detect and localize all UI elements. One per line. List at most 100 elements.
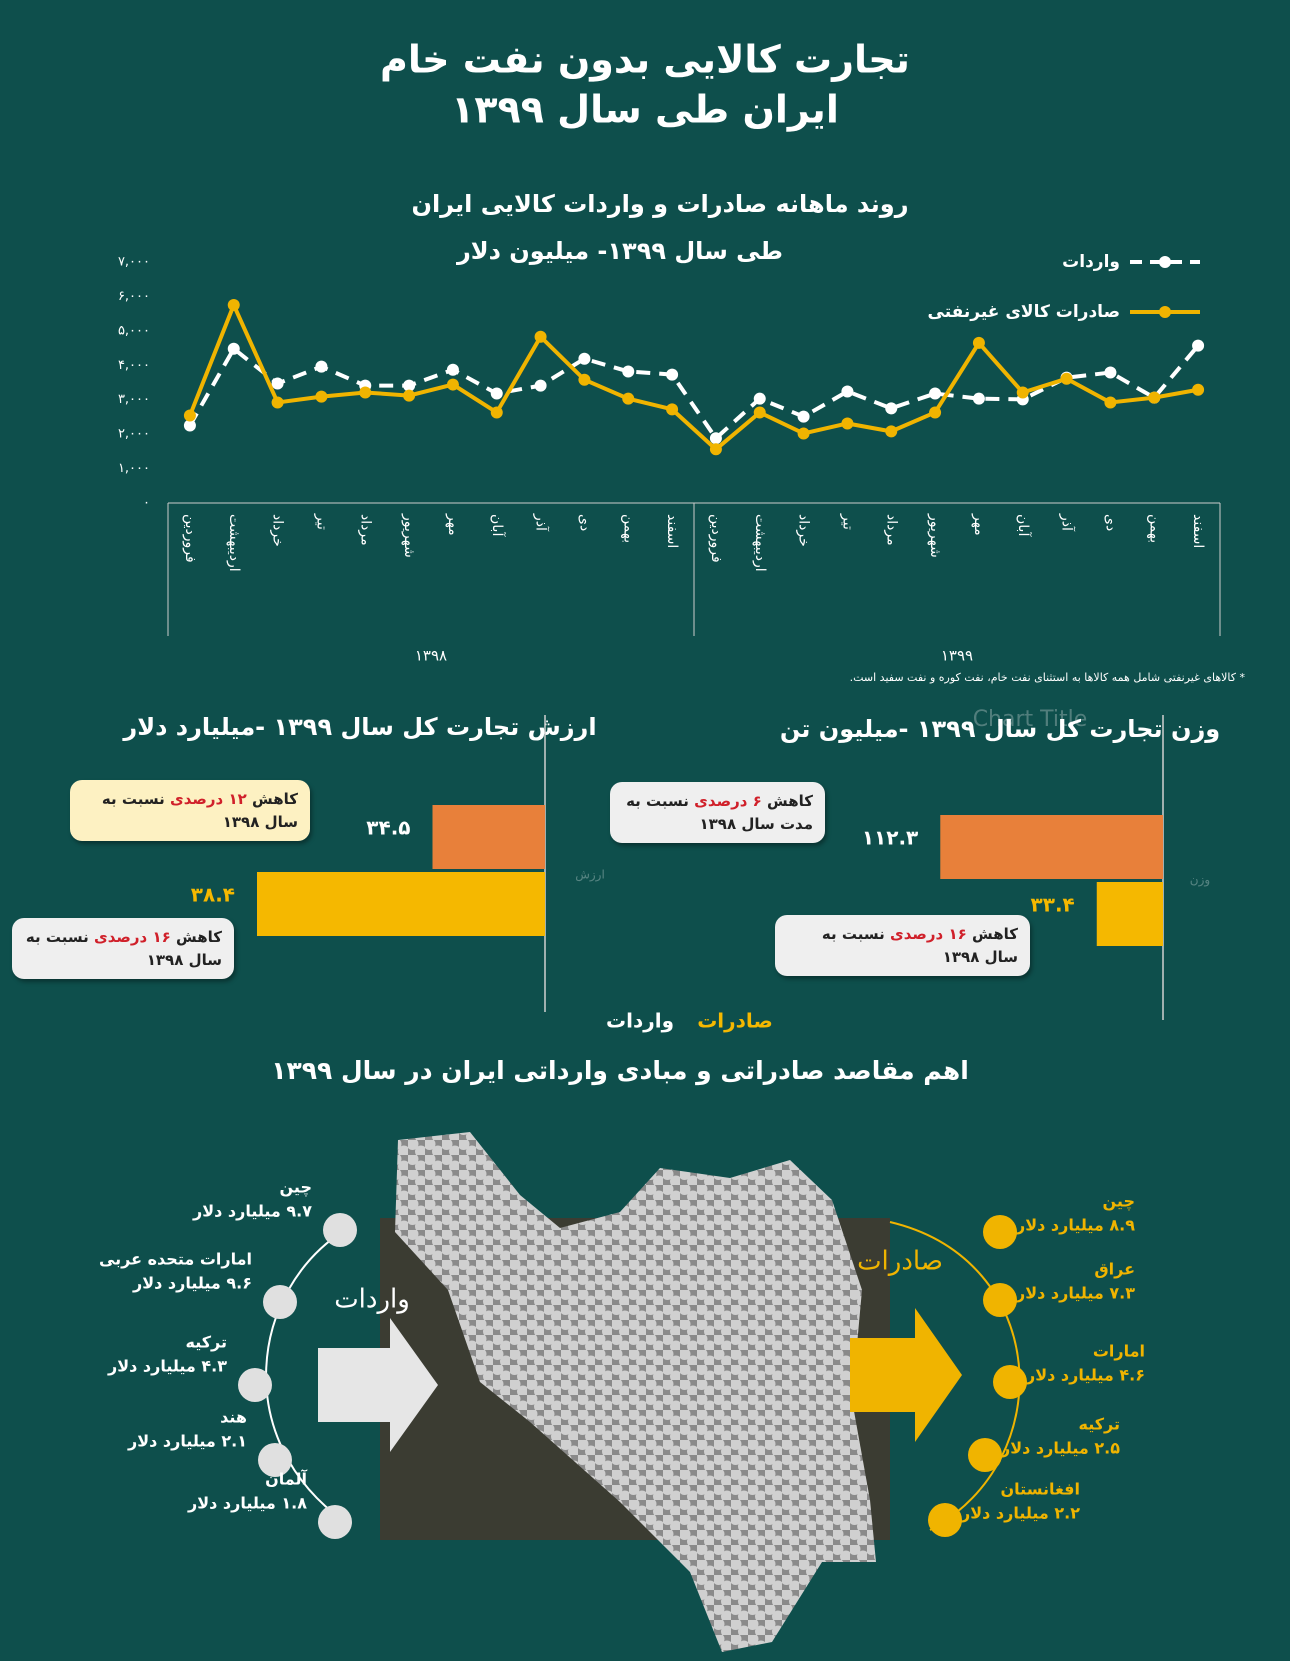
point <box>315 360 328 373</box>
x-tick-label: مرداد <box>357 514 373 546</box>
country-name: هند <box>220 1408 247 1427</box>
x-tick-label: دی <box>576 514 592 531</box>
bar <box>1096 882 1163 946</box>
chart-title: روند ماهانه صادرات و واردات کالایی ایران <box>411 190 908 218</box>
category-label: ارزش <box>575 868 605 883</box>
export-arrow <box>850 1308 962 1442</box>
point <box>972 336 985 349</box>
country-name: ترکیه <box>186 1333 228 1352</box>
x-tick-label: آبان <box>489 514 506 537</box>
callout-text: ۶ درصدی <box>694 792 762 810</box>
value-label: ۳۳.۴ <box>1031 893 1075 917</box>
country-amount: ۷.۳ میلیارد دلار <box>1015 1284 1135 1303</box>
legend-marker <box>1159 306 1171 318</box>
x-tick-label: اسفند <box>1190 514 1206 548</box>
point <box>534 330 547 343</box>
x-tick-label: اسفند <box>664 514 680 548</box>
point <box>490 406 503 419</box>
x-tick-label: اردیبهشت <box>752 514 768 572</box>
country-amount: ۱.۸ میلیارد دلار <box>187 1494 307 1513</box>
point <box>972 392 985 405</box>
exports-label: صادرات <box>857 1247 943 1277</box>
x-tick-label: بهمن <box>1146 514 1162 543</box>
bar <box>940 815 1163 879</box>
point <box>841 385 854 398</box>
callout-text: ۱۲ درصدی <box>170 790 247 808</box>
country-amount: ۲.۱ میلیارد دلار <box>127 1432 247 1451</box>
x-tick-label: تیر <box>313 513 329 530</box>
point <box>315 390 328 403</box>
country-name: عراق <box>1094 1260 1135 1279</box>
export-country-dot <box>993 1365 1027 1399</box>
country-name: امارات متحده عربی <box>99 1250 252 1269</box>
callout: کاهش ۶ درصدی نسبت به مدت سال ۱۳۹۸ <box>610 782 825 843</box>
x-tick-label: مهر <box>445 513 461 536</box>
x-tick-label: دی <box>1102 514 1118 531</box>
import-arrow <box>318 1318 438 1452</box>
point <box>885 425 898 438</box>
point <box>578 352 591 365</box>
point <box>885 402 898 415</box>
point <box>1192 339 1205 352</box>
point <box>666 368 679 381</box>
year-label: ۱۳۹۸ <box>415 647 447 665</box>
point <box>1104 366 1117 379</box>
x-tick-label: بهمن <box>620 514 636 543</box>
point <box>403 379 416 392</box>
legend-label: واردات <box>1062 252 1120 272</box>
callout-text: ۱۶ درصدی <box>94 928 171 946</box>
series-line <box>188 299 1199 452</box>
import-arc <box>265 1229 346 1523</box>
callout-text: کاهش <box>767 792 813 810</box>
y-tick-label: ۷,۰۰۰ <box>118 255 150 270</box>
country-name: چین <box>280 1178 312 1198</box>
chart-subtitle: طی سال ۱۳۹۹- میلیون دلار <box>456 237 783 265</box>
y-tick-label: ۳,۰۰۰ <box>118 392 150 407</box>
point <box>709 432 722 445</box>
point <box>490 387 503 400</box>
import-country-dot <box>323 1213 357 1247</box>
point <box>183 409 196 422</box>
imports-label: واردات <box>334 1285 410 1315</box>
legend-label: صادرات <box>697 1009 773 1033</box>
main-title: تجارت کالایی بدون نفت خام <box>380 38 910 83</box>
ghost-title: Chart Title <box>973 707 1088 732</box>
main-title: ایران طی سال ۱۳۹۹ <box>451 88 839 132</box>
map-title: اهم مقاصد صادراتی و مبادی وارداتی ایران … <box>271 1056 969 1086</box>
country-amount: ۸.۹ میلیارد دلار <box>1015 1216 1135 1235</box>
import-country-dot <box>318 1505 352 1539</box>
y-tick-label: ۰ <box>143 496 150 511</box>
point <box>271 377 284 390</box>
x-tick-label: خرداد <box>796 514 812 547</box>
country-amount: ۹.۶ میلیارد دلار <box>132 1274 252 1293</box>
series-line <box>188 344 1200 442</box>
point <box>929 387 942 400</box>
point <box>271 396 284 409</box>
y-tick-label: ۵,۰۰۰ <box>118 323 150 338</box>
point <box>1192 383 1205 396</box>
y-tick-label: ۱,۰۰۰ <box>118 461 150 476</box>
point <box>1148 391 1161 404</box>
x-tick-label: خرداد <box>270 514 286 547</box>
y-tick-label: ۲,۰۰۰ <box>118 427 150 442</box>
callout-text: نسبت به سال ۱۳۹۸ <box>821 925 1018 966</box>
import-country-dot <box>258 1443 292 1477</box>
legend-label: صادرات کالای غیرنفتی <box>928 302 1120 322</box>
import-country-dot <box>238 1368 272 1402</box>
value-label: ۱۱۲.۳ <box>862 826 918 850</box>
footnote: * کالاهای غیرنفتی شامل همه کالاها به است… <box>850 671 1246 684</box>
value-label: ۳۴.۵ <box>366 816 410 840</box>
country-amount: ۹.۷ میلیارد دلار <box>192 1202 312 1221</box>
legend-label: واردات <box>606 1009 674 1033</box>
point <box>227 299 240 312</box>
point <box>1104 396 1117 409</box>
x-tick-label: فروردین <box>182 514 198 563</box>
point <box>1016 386 1029 399</box>
category-label: وزن <box>1190 873 1210 888</box>
y-tick-label: ۶,۰۰۰ <box>118 289 150 304</box>
point <box>841 417 854 430</box>
export-country-dot <box>928 1503 962 1537</box>
callout-text: کاهش <box>176 928 222 946</box>
export-country-dot <box>968 1438 1002 1472</box>
